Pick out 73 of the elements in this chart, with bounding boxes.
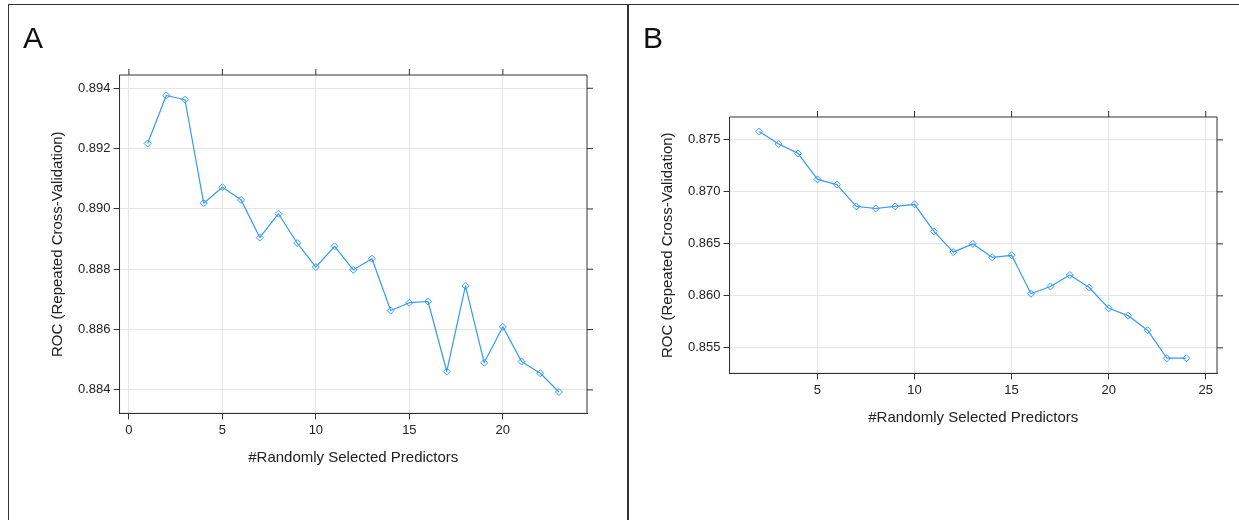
x-axis-title: #Randomly Selected Predictors xyxy=(868,408,1079,426)
point xyxy=(293,238,302,247)
x-tick-label: 5 xyxy=(813,381,822,397)
y-axis-title: ROC (Repeated Cross-Validation) xyxy=(48,131,66,358)
point xyxy=(367,254,376,263)
x-tick-label: 20 xyxy=(495,421,511,437)
x-tick-label: 5 xyxy=(218,421,226,437)
y-tick-label: 0.892 xyxy=(77,140,111,156)
y-tick-label: 0.865 xyxy=(687,235,721,251)
point xyxy=(405,298,414,307)
point xyxy=(1143,326,1152,335)
chart-title: B xyxy=(643,21,664,55)
x-tick-label: 10 xyxy=(907,381,922,397)
y-tick-label: 0.894 xyxy=(77,79,111,95)
point xyxy=(794,149,803,158)
point xyxy=(424,297,433,306)
point xyxy=(330,242,339,251)
point xyxy=(1065,271,1074,280)
point xyxy=(311,263,320,272)
x-axis-title: #Randomly Selected Predictors xyxy=(248,448,459,466)
y-tick-label: 0.855 xyxy=(687,339,721,355)
point xyxy=(386,306,395,315)
chart-title: A xyxy=(23,21,44,55)
point xyxy=(162,91,171,100)
point xyxy=(1085,283,1094,292)
y-tick-label: 0.890 xyxy=(77,200,111,216)
point xyxy=(755,127,764,136)
point xyxy=(180,95,189,104)
y-tick-label: 0.886 xyxy=(77,321,111,337)
x-tick-label: 0 xyxy=(125,421,133,437)
point xyxy=(442,367,451,376)
x-tick-label: 20 xyxy=(1101,381,1116,397)
point xyxy=(237,195,246,204)
point xyxy=(871,204,880,213)
y-axis-title: ROC (Repeated Cross-Validation) xyxy=(658,132,676,359)
point xyxy=(832,180,841,189)
y-tick-label: 0.860 xyxy=(687,287,721,303)
point xyxy=(218,183,227,192)
y-tick-label: 0.875 xyxy=(687,131,721,147)
point xyxy=(274,209,283,218)
point xyxy=(968,239,977,248)
point xyxy=(480,358,489,367)
point xyxy=(929,227,938,236)
point xyxy=(536,369,545,378)
x-tick-label: 15 xyxy=(1004,381,1019,397)
point xyxy=(554,387,563,396)
point xyxy=(498,322,507,331)
point xyxy=(949,248,958,257)
point xyxy=(852,202,861,211)
point xyxy=(1162,354,1171,363)
point xyxy=(988,253,997,262)
point xyxy=(813,175,822,184)
point xyxy=(461,281,470,290)
point xyxy=(1124,311,1133,320)
x-tick-label: 25 xyxy=(1198,381,1213,397)
point xyxy=(910,200,919,209)
x-tick-label: 15 xyxy=(402,421,417,437)
y-tick-label: 0.884 xyxy=(77,381,111,397)
point xyxy=(1027,289,1036,298)
point xyxy=(517,357,526,366)
point xyxy=(255,233,264,242)
y-tick-label: 0.888 xyxy=(77,260,111,276)
point xyxy=(774,140,783,149)
point xyxy=(199,199,208,208)
point xyxy=(349,265,358,274)
y-tick-label: 0.870 xyxy=(687,183,721,199)
point xyxy=(143,139,152,148)
point xyxy=(1046,282,1055,291)
point xyxy=(1104,304,1113,313)
point xyxy=(1007,251,1016,260)
x-tick-label: 10 xyxy=(308,421,324,437)
point xyxy=(891,202,900,211)
point xyxy=(1182,354,1191,363)
